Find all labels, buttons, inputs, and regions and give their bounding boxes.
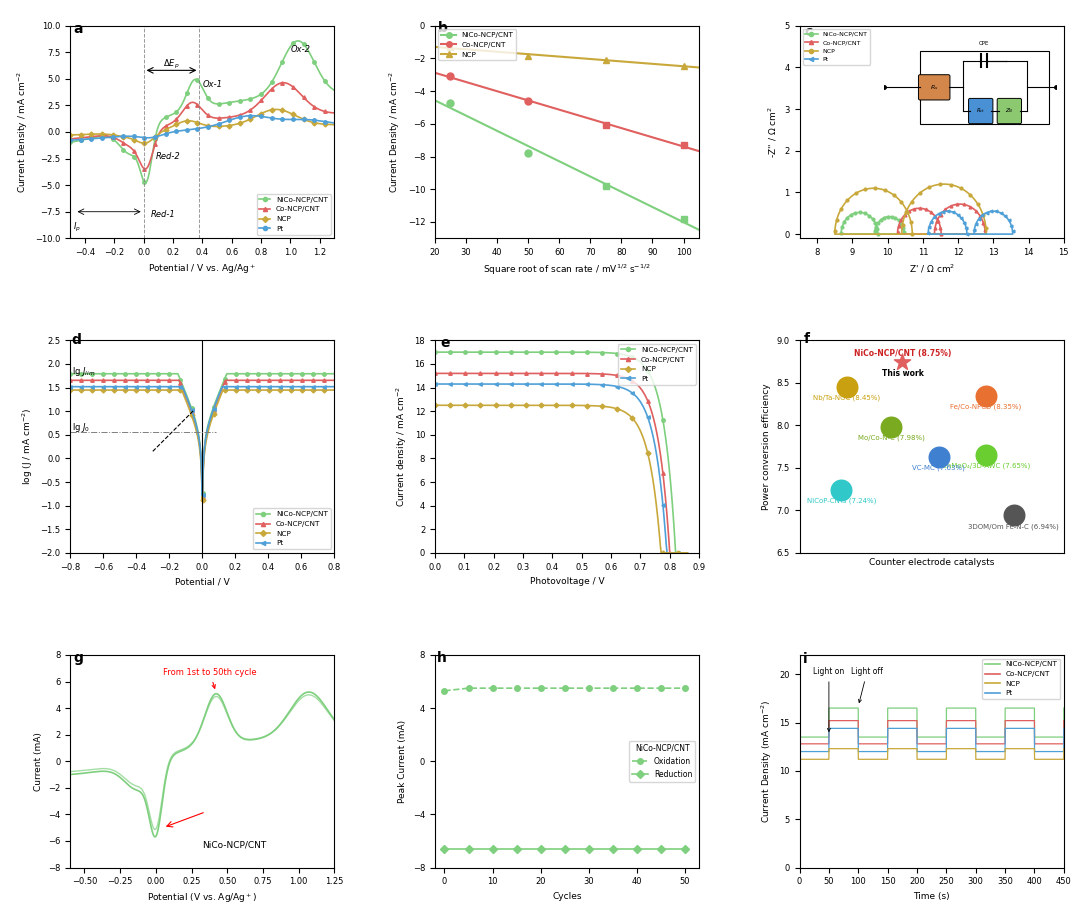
Y-axis label: Current Density / mA cm$^{-2}$: Current Density / mA cm$^{-2}$: [388, 71, 402, 193]
Legend: NiCo-NCP/CNT, Co-NCP/CNT, NCP: NiCo-NCP/CNT, Co-NCP/CNT, NCP: [438, 29, 516, 61]
X-axis label: Z' / Ω cm$^2$: Z' / Ω cm$^2$: [908, 263, 955, 275]
Text: Light on: Light on: [813, 667, 845, 732]
X-axis label: Photovoltage / V: Photovoltage / V: [529, 577, 605, 587]
Point: [1005, 509, 1023, 523]
Y-axis label: Current Density (mA cm$^{-2}$): Current Density (mA cm$^{-2}$): [759, 700, 773, 823]
Text: b: b: [438, 21, 448, 35]
Y-axis label: Power conversion efficiency: Power conversion efficiency: [762, 384, 771, 509]
Text: ZnMoO₄/3D-AWC (7.65%): ZnMoO₄/3D-AWC (7.65%): [942, 463, 1030, 469]
Text: Red-2: Red-2: [156, 151, 180, 161]
Text: Light off: Light off: [851, 667, 883, 702]
Legend: NiCo-NCP/CNT, Co-NCP/CNT, NCP, Pt: NiCo-NCP/CNT, Co-NCP/CNT, NCP, Pt: [257, 194, 330, 235]
Text: c: c: [805, 25, 813, 39]
X-axis label: Square root of scan rate / mV$^{1/2}$ s$^{-1/2}$: Square root of scan rate / mV$^{1/2}$ s$…: [483, 263, 651, 277]
Text: Ox-1: Ox-1: [202, 81, 222, 89]
Text: 3DOM/Om Fe-N-C (6.94%): 3DOM/Om Fe-N-C (6.94%): [969, 523, 1059, 530]
X-axis label: Time (s): Time (s): [914, 891, 950, 901]
Legend: NiCo-NCP/CNT, Co-NCP/CNT, NCP, Pt: NiCo-NCP/CNT, Co-NCP/CNT, NCP, Pt: [802, 28, 870, 64]
Text: NiCoP-CNTs (7.24%): NiCoP-CNTs (7.24%): [807, 498, 876, 504]
Text: f: f: [804, 332, 810, 346]
Text: $I_p$: $I_p$: [73, 221, 81, 234]
Point: [977, 448, 995, 463]
Point: [882, 420, 900, 434]
Legend: Oxidation, Reduction: Oxidation, Reduction: [630, 741, 696, 781]
Text: Mo/Co-N-C (7.98%): Mo/Co-N-C (7.98%): [858, 435, 924, 442]
Text: NiCo-NCP/CNT: NiCo-NCP/CNT: [202, 841, 267, 849]
Text: Nb/Ta-NOC (8.45%): Nb/Ta-NOC (8.45%): [813, 395, 880, 401]
Point: [894, 354, 912, 369]
Y-axis label: Peak Current (mA): Peak Current (mA): [399, 720, 407, 802]
Text: e: e: [441, 336, 450, 351]
Text: From 1st to 50th cycle: From 1st to 50th cycle: [163, 668, 257, 688]
Y-axis label: log (J / mA cm$^{-2}$): log (J / mA cm$^{-2}$): [21, 408, 35, 486]
Text: $\Delta E_p$: $\Delta E_p$: [163, 58, 179, 71]
Text: i: i: [802, 652, 807, 666]
Text: This work: This work: [881, 369, 923, 378]
Text: d: d: [72, 333, 82, 347]
Y-axis label: Current (mA): Current (mA): [33, 732, 42, 790]
Text: Fe/Co-NPCD (8.35%): Fe/Co-NPCD (8.35%): [950, 403, 1022, 409]
Legend: NiCo-NCP/CNT, Co-NCP/CNT, NCP, Pt: NiCo-NCP/CNT, Co-NCP/CNT, NCP, Pt: [253, 509, 330, 549]
Y-axis label: -Z'' / Ω cm$^2$: -Z'' / Ω cm$^2$: [767, 106, 779, 158]
Point: [977, 388, 995, 403]
Text: VC-MC (7.63%): VC-MC (7.63%): [913, 465, 966, 471]
Text: lg $J_{lim}$: lg $J_{lim}$: [72, 365, 95, 378]
Legend: NiCo-NCP/CNT, Co-NCP/CNT, NCP, Pt: NiCo-NCP/CNT, Co-NCP/CNT, NCP, Pt: [983, 658, 1061, 700]
X-axis label: Potential (V vs. Ag/Ag$^+$): Potential (V vs. Ag/Ag$^+$): [147, 891, 257, 905]
Text: lg $J_0$: lg $J_0$: [72, 421, 90, 434]
Text: g: g: [73, 651, 83, 665]
X-axis label: Potential / V: Potential / V: [175, 577, 230, 587]
Text: Ox-2: Ox-2: [291, 45, 310, 54]
Text: a: a: [73, 22, 83, 36]
X-axis label: Counter electrode catalysts: Counter electrode catalysts: [869, 558, 995, 567]
Point: [838, 380, 855, 395]
Text: NiCo-NCP/CNT (8.75%): NiCo-NCP/CNT (8.75%): [854, 349, 951, 358]
X-axis label: Cycles: Cycles: [552, 891, 582, 901]
Point: [833, 483, 850, 498]
Y-axis label: Current Density / mA cm$^{-2}$: Current Density / mA cm$^{-2}$: [15, 71, 29, 193]
Point: [930, 450, 947, 465]
Text: h: h: [437, 651, 447, 665]
Y-axis label: Current density / mA cm$^{-2}$: Current density / mA cm$^{-2}$: [394, 386, 409, 507]
Text: Red-1: Red-1: [151, 210, 176, 219]
X-axis label: Potential / V vs. Ag/Ag$^+$: Potential / V vs. Ag/Ag$^+$: [148, 263, 256, 276]
Legend: NiCo-NCP/CNT, Co-NCP/CNT, NCP, Pt: NiCo-NCP/CNT, Co-NCP/CNT, NCP, Pt: [618, 344, 696, 385]
